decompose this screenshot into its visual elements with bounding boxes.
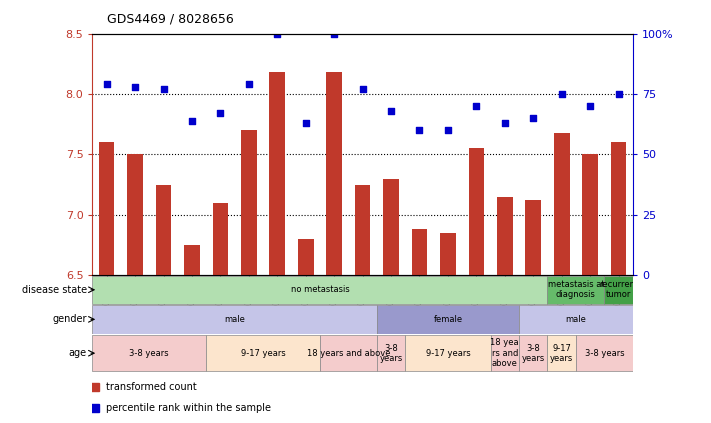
Text: transformed count: transformed count: [106, 382, 197, 392]
Bar: [469, 148, 484, 275]
Text: male: male: [224, 315, 245, 324]
Bar: [213, 203, 228, 275]
Bar: [491, 335, 519, 371]
Bar: [99, 142, 114, 275]
Text: male: male: [565, 315, 587, 324]
Bar: [519, 305, 633, 334]
Point: [471, 103, 482, 110]
Point: [499, 120, 510, 126]
Bar: [412, 229, 427, 275]
Bar: [525, 200, 541, 275]
Point: [272, 30, 283, 37]
Bar: [355, 184, 370, 275]
Text: no metastasis: no metastasis: [291, 285, 349, 294]
Text: 3-8
years: 3-8 years: [380, 343, 402, 363]
Bar: [405, 335, 491, 371]
Bar: [547, 275, 604, 304]
Text: 3-8 years: 3-8 years: [129, 349, 169, 358]
Point: [584, 103, 596, 110]
Text: age: age: [69, 348, 87, 358]
Bar: [547, 335, 576, 371]
Bar: [604, 275, 633, 304]
Point: [215, 110, 226, 117]
Text: GDS4469 / 8028656: GDS4469 / 8028656: [107, 12, 233, 25]
Point: [328, 30, 340, 37]
Text: metastasis at
diagnosis: metastasis at diagnosis: [547, 280, 604, 299]
Point: [556, 91, 567, 97]
Bar: [611, 142, 626, 275]
Point: [243, 81, 255, 88]
Point: [385, 107, 397, 114]
Text: 3-8
years: 3-8 years: [522, 343, 545, 363]
Point: [613, 91, 624, 97]
Bar: [298, 239, 314, 275]
Bar: [269, 72, 285, 275]
Bar: [326, 72, 342, 275]
Bar: [127, 154, 143, 275]
Bar: [497, 197, 513, 275]
Text: recurrent
tumor: recurrent tumor: [599, 280, 638, 299]
Bar: [241, 130, 257, 275]
Point: [442, 127, 454, 134]
Bar: [554, 133, 570, 275]
Bar: [519, 335, 547, 371]
Bar: [320, 335, 377, 371]
Bar: [184, 245, 200, 275]
Bar: [377, 305, 519, 334]
Text: 9-17 years: 9-17 years: [426, 349, 470, 358]
Bar: [92, 275, 547, 304]
Text: 9-17
years: 9-17 years: [550, 343, 573, 363]
Point: [129, 83, 141, 90]
Text: 18 yea
rs and
above: 18 yea rs and above: [491, 338, 519, 368]
Bar: [576, 335, 633, 371]
Bar: [92, 335, 206, 371]
Point: [186, 117, 198, 124]
Text: 9-17 years: 9-17 years: [241, 349, 285, 358]
Point: [101, 81, 112, 88]
Text: gender: gender: [52, 314, 87, 324]
Bar: [156, 184, 171, 275]
Text: female: female: [434, 315, 462, 324]
Bar: [440, 233, 456, 275]
Bar: [383, 179, 399, 275]
Bar: [377, 335, 405, 371]
Point: [528, 115, 539, 121]
Text: percentile rank within the sample: percentile rank within the sample: [106, 403, 271, 413]
Text: 3-8 years: 3-8 years: [584, 349, 624, 358]
Bar: [92, 305, 377, 334]
Bar: [582, 154, 598, 275]
Point: [158, 86, 169, 93]
Text: 18 years and above: 18 years and above: [306, 349, 390, 358]
Point: [357, 86, 368, 93]
Point: [414, 127, 425, 134]
Point: [300, 120, 311, 126]
Text: disease state: disease state: [21, 285, 87, 295]
Bar: [206, 335, 320, 371]
